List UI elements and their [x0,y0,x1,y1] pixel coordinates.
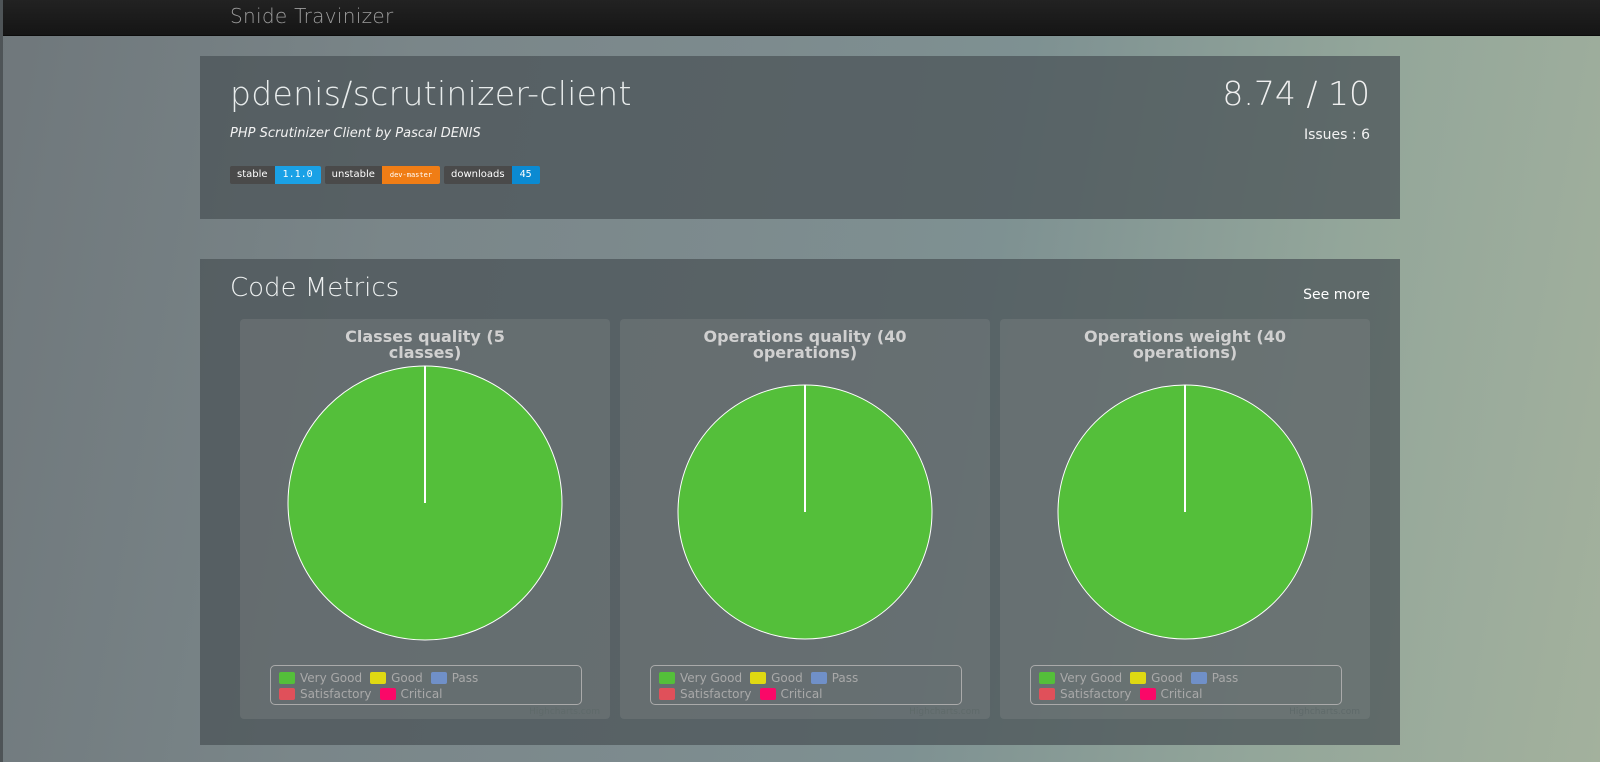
legend-swatch [279,671,295,684]
legend-item[interactable]: Critical [379,686,443,701]
issues-count: Issues : 6 [1303,127,1370,143]
repo-description: PHP Scrutinizer Client by Pascal DENIS [230,126,481,141]
badge-row: stable 1.1.0 unstable dev-master downloa… [230,166,540,184]
chart-legend: Very Good Good Pass Satisfactory Critical [270,665,582,705]
legend-item[interactable]: Good [750,670,803,685]
badge-key: unstable [324,166,382,184]
legend-swatch [1130,671,1147,684]
legend-label: Critical [1160,686,1203,701]
classes-quality-chart: Classes quality (5 classes) Very Good Good… [240,319,610,719]
badge-value: 45 [511,166,540,184]
legend-label: Critical [400,686,443,701]
legend-label: Satisfactory [300,686,372,701]
legend-label: Pass [1211,670,1239,685]
badge-value: 1.1.0 [274,166,321,184]
chart-credit-link[interactable]: Highcharts.com [909,707,980,717]
legend-label: Pass [831,670,859,685]
chart-credit-link[interactable]: Highcharts.com [529,707,600,717]
pie-chart [677,384,933,640]
chart-credit-link[interactable]: Highcharts.com [1289,707,1360,717]
operations-weight-chart: Operations weight (40 operations) Very Go… [1000,319,1370,719]
legend-label: Very Good [300,670,363,685]
pie-chart [287,365,563,641]
legend-item[interactable]: Very Good [279,670,362,685]
legend-item[interactable]: Pass [430,670,479,685]
chart-title: Operations weight (40 operations) [1084,327,1286,362]
legend-label: Satisfactory [1060,686,1132,701]
top-navbar: Snide Travinizer [3,0,1600,36]
legend-item[interactable]: Critical [759,686,823,701]
legend-label: Satisfactory [680,686,752,701]
pie-chart [1057,384,1313,640]
legend-swatch [810,671,827,684]
badge-value: dev-master [381,166,441,184]
legend-swatch [1139,687,1156,700]
section-title: Code Metrics [230,273,400,303]
stable-version-badge[interactable]: stable 1.1.0 [230,166,321,184]
legend-swatch [1190,671,1207,684]
see-more-link[interactable]: See more [1303,287,1370,303]
legend-swatch [279,687,295,700]
legend-label: Critical [780,686,823,701]
legend-label: Very Good [680,670,743,685]
window-edge [0,0,3,762]
legend-swatch [759,687,776,700]
legend-swatch [430,671,447,684]
legend-item[interactable]: Critical [1139,686,1203,701]
legend-swatch [659,671,675,684]
operations-quality-chart: Operations quality (40 operations) Very G… [620,319,990,719]
legend-item[interactable]: Pass [1190,670,1239,685]
legend-label: Pass [451,670,479,685]
legend-swatch [750,671,767,684]
repo-title: pdenis/scrutinizer-client [230,74,632,113]
legend-label: Good [771,670,803,685]
chart-title: Classes quality (5 classes) [345,327,505,362]
unstable-version-badge[interactable]: unstable dev-master [324,166,441,184]
badge-key: downloads [444,166,512,184]
code-metrics-panel: Code Metrics See more Classes quality (5… [200,259,1400,745]
legend-item[interactable]: Very Good [659,670,742,685]
brand-link[interactable]: Snide Travinizer [230,4,394,28]
badge-key: stable [230,166,275,184]
legend-swatch [370,671,387,684]
legend-swatch [1039,671,1055,684]
legend-swatch [1039,687,1055,700]
legend-item[interactable]: Satisfactory [279,686,372,701]
chart-legend: Very Good Good Pass Satisfactory Critical [650,665,962,705]
chart-title: Operations quality (40 operations) [703,327,907,362]
repo-header-panel: pdenis/scrutinizer-client PHP Scrutinize… [200,56,1400,219]
legend-item[interactable]: Good [1130,670,1183,685]
legend-label: Good [391,670,423,685]
legend-swatch [659,687,675,700]
legend-swatch [379,687,396,700]
legend-label: Very Good [1060,670,1123,685]
legend-label: Good [1151,670,1183,685]
legend-item[interactable]: Pass [810,670,859,685]
legend-item[interactable]: Satisfactory [659,686,752,701]
legend-item[interactable]: Very Good [1039,670,1122,685]
score-value: 8.74 / 10 [1222,74,1370,113]
legend-item[interactable]: Good [370,670,423,685]
chart-legend: Very Good Good Pass Satisfactory Critical [1030,665,1342,705]
legend-item[interactable]: Satisfactory [1039,686,1132,701]
downloads-badge[interactable]: downloads 45 [444,166,540,184]
